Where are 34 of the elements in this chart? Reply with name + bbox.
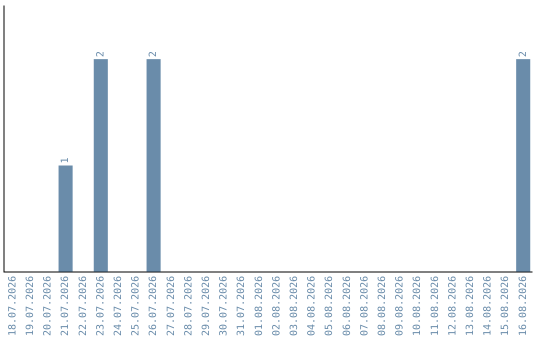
x-tick-label: 11.08.2026	[430, 276, 441, 336]
x-tick-label: 31.07.2026	[236, 276, 248, 336]
x-tick-label: 04.08.2026	[306, 276, 318, 336]
x-tick-label: 12.08.2026	[447, 276, 458, 336]
data-label: 2	[148, 51, 160, 58]
x-tick-label: 25.07.2026	[130, 276, 142, 336]
x-tick-label: 24.07.2026	[112, 276, 124, 336]
x-tick-label: 26.07.2026	[148, 276, 160, 336]
x-tick-label: 02.08.2026	[271, 276, 282, 336]
x-tick-label: 15.08.2026	[500, 276, 512, 336]
data-label: 1	[60, 157, 72, 164]
data-label: 2	[518, 51, 529, 58]
x-tick-label: 10.08.2026	[412, 276, 424, 336]
x-tick-label: 13.08.2026	[464, 276, 476, 336]
data-label: 2	[95, 51, 106, 58]
x-tick-label: 30.07.2026	[218, 276, 230, 336]
x-tick-label: 16.08.2026	[518, 276, 529, 336]
x-tick-label: 14.08.2026	[482, 276, 494, 336]
x-tick-label: 28.07.2026	[183, 276, 194, 336]
x-tick-label: 27.07.2026	[166, 276, 177, 336]
x-tick-label: 29.07.2026	[200, 276, 212, 336]
x-tick-label: 23.07.2026	[95, 276, 106, 336]
x-tick-label: 08.08.2026	[376, 276, 388, 336]
x-tick-label: 20.07.2026	[42, 276, 54, 336]
x-tick-label: 07.08.2026	[359, 276, 370, 336]
x-tick-label: 19.07.2026	[24, 276, 36, 336]
x-tick-label: 22.07.2026	[78, 276, 89, 336]
x-tick-label: 06.08.2026	[342, 276, 353, 336]
x-tick-label: 21.07.2026	[60, 276, 72, 336]
x-tick-label: 01.08.2026	[254, 276, 265, 336]
x-tick-label: 18.07.2026	[7, 276, 18, 336]
x-tick-label: 09.08.2026	[394, 276, 406, 336]
x-tick-label: 03.08.2026	[288, 276, 300, 336]
x-tick-label: 05.08.2026	[324, 276, 336, 336]
